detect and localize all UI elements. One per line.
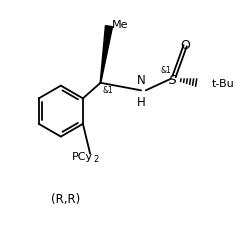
Text: 2: 2 <box>94 154 99 163</box>
Text: N: N <box>137 73 145 86</box>
Text: Me: Me <box>112 20 128 30</box>
Text: O: O <box>180 38 190 51</box>
Text: (R,R): (R,R) <box>51 192 80 205</box>
Text: S: S <box>169 73 177 86</box>
Text: &1: &1 <box>102 85 113 94</box>
Text: PCy: PCy <box>72 152 93 162</box>
Polygon shape <box>100 27 113 84</box>
Text: H: H <box>137 96 145 109</box>
Text: &1: &1 <box>161 66 172 75</box>
Text: t-Bu: t-Bu <box>212 79 235 88</box>
